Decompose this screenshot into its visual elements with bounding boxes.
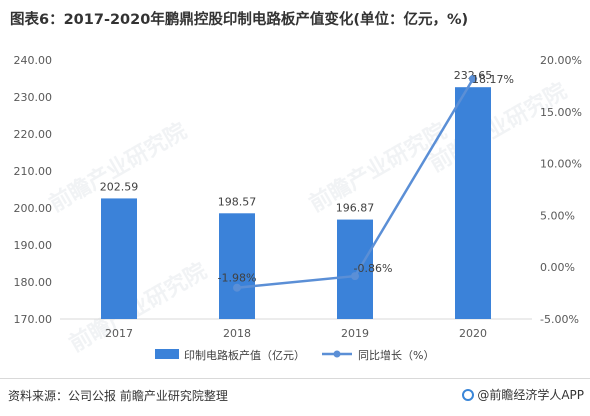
growth-point-2018	[233, 283, 241, 292]
growth-value-label: -0.86%	[354, 262, 393, 275]
y-right-tick-label: 15.00%	[540, 106, 582, 119]
bar-value-label: 198.57	[218, 195, 257, 208]
y-right-tick-label: 0.00%	[540, 261, 575, 274]
brand-text: @前瞻经济学人APP	[477, 388, 584, 402]
legend-bar-label: 印制电路板产值（亿元）	[184, 348, 305, 362]
y-left-tick-label: 240.00	[14, 54, 53, 67]
y-left-tick-label: 200.00	[14, 202, 53, 215]
chart-title: 图表6：2017-2020年鹏鼎控股印制电路板产值变化(单位：亿元，%)	[10, 12, 469, 28]
legend-bar-swatch	[155, 349, 179, 359]
bar-2017	[101, 198, 137, 319]
y-left-tick-label: 190.00	[14, 239, 53, 252]
legend-line-label: 同比增长（%）	[358, 348, 434, 362]
legend-line-marker	[333, 350, 341, 358]
y-left-tick-label: 230.00	[14, 91, 53, 104]
growth-value-label: -1.98%	[218, 272, 257, 285]
brand-credit: @前瞻经济学人APP	[462, 386, 584, 403]
source-note: 资料来源：公司公报 前瞻产业研究院整理	[8, 389, 228, 403]
y-right-tick-label: -5.00%	[540, 313, 579, 326]
bar-2020	[455, 87, 491, 319]
x-tick-label: 2018	[223, 327, 251, 340]
y-right-tick-label: 10.00%	[540, 158, 582, 171]
y-right-tick-label: 5.00%	[540, 209, 575, 222]
y-left-tick-label: 220.00	[14, 128, 53, 141]
growth-value-label: 18.17%	[472, 73, 514, 86]
y-left-tick-label: 170.00	[14, 313, 53, 326]
bar-value-label: 196.87	[336, 202, 375, 215]
growth-point-2020	[469, 74, 477, 83]
bar-value-label: 202.59	[100, 180, 139, 193]
bar-2018	[219, 213, 255, 319]
y-right-tick-label: 20.00%	[540, 54, 582, 67]
x-tick-label: 2017	[105, 327, 133, 340]
growth-point-2019	[351, 272, 359, 281]
bar-2019	[337, 219, 373, 319]
x-tick-label: 2019	[341, 327, 369, 340]
y-left-tick-label: 210.00	[14, 165, 53, 178]
y-left-tick-label: 180.00	[14, 276, 53, 289]
footer-divider	[0, 378, 590, 379]
brand-logo-icon	[462, 388, 475, 401]
x-tick-label: 2020	[459, 327, 487, 340]
chart-canvas: 170.00 180.00 190.00 200.00 210.00 220.00 230.…	[14, 54, 582, 362]
